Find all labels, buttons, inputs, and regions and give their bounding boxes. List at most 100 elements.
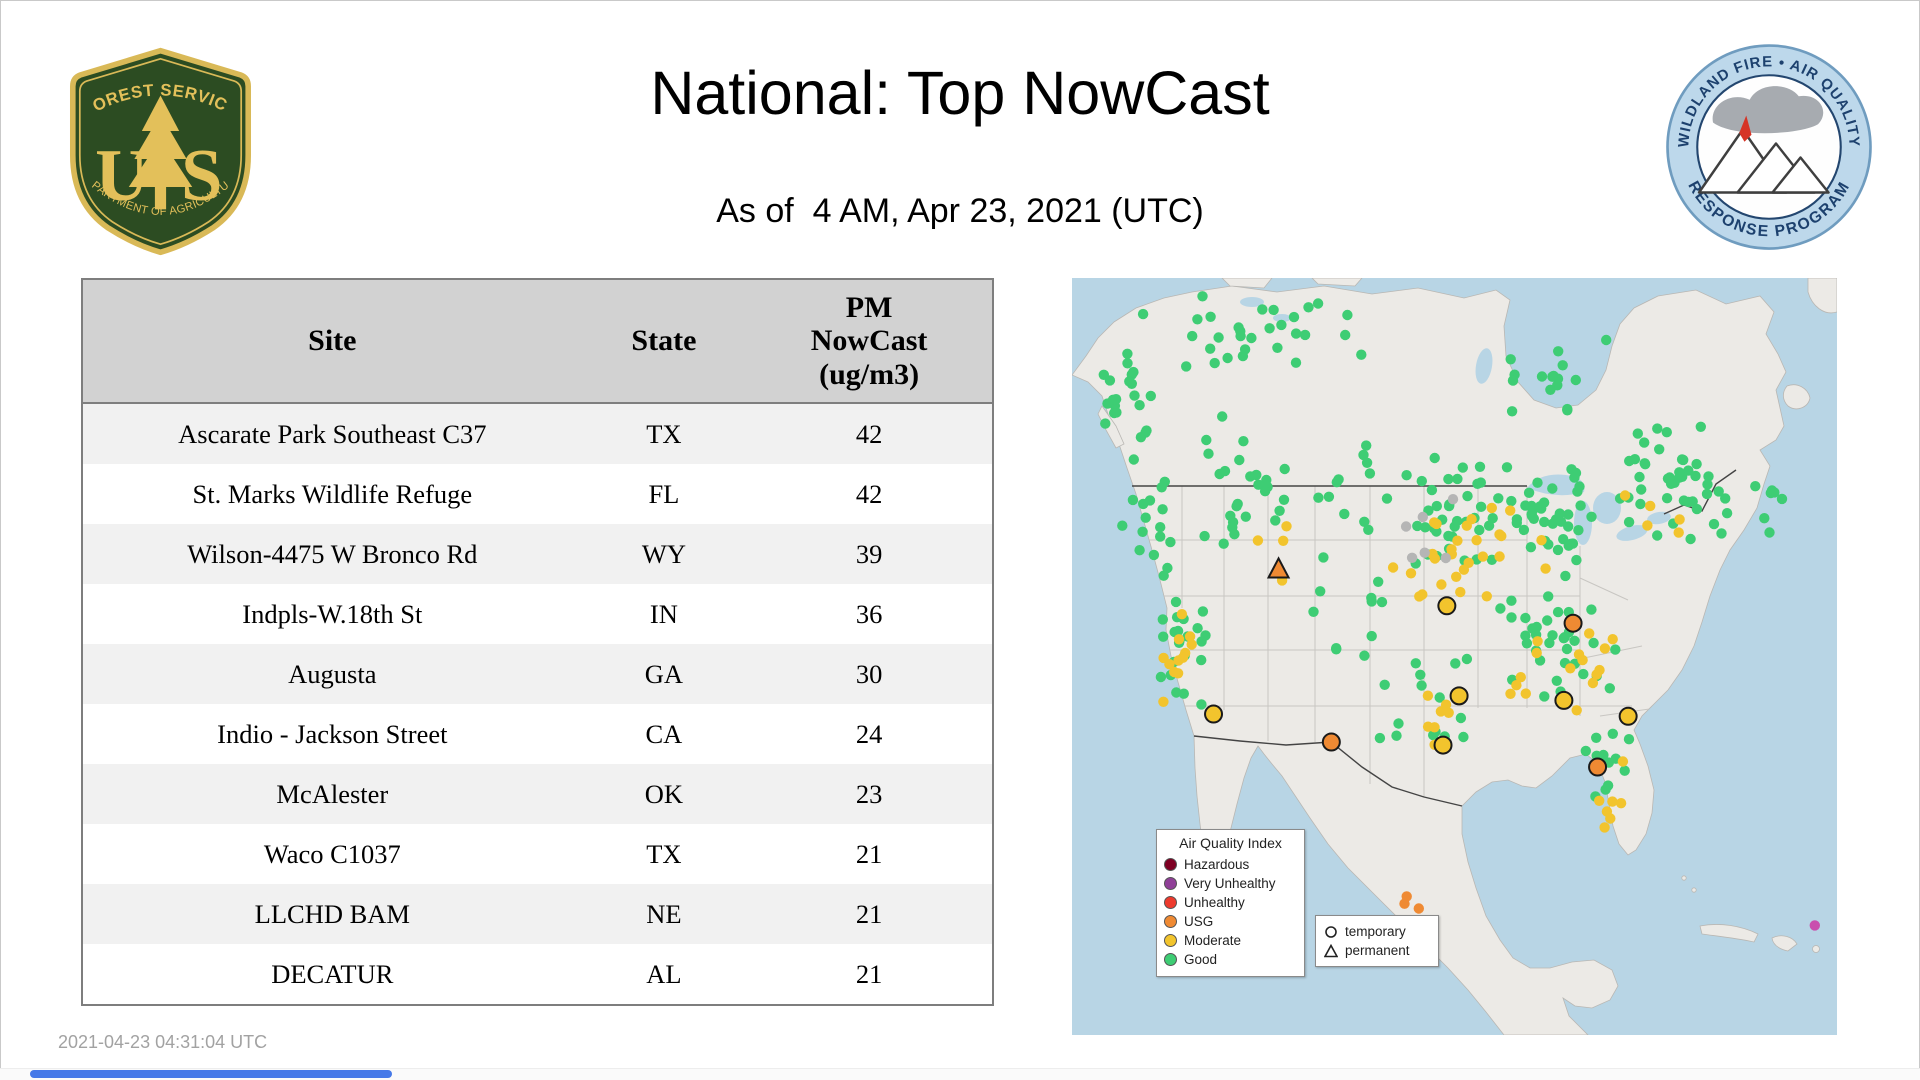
state-cell: IN xyxy=(649,598,678,629)
aqi-legend-title: Air Quality Index xyxy=(1179,835,1282,851)
monitor-dot xyxy=(1539,516,1550,528)
monitor-dot xyxy=(1523,487,1535,498)
site-marker xyxy=(1588,757,1608,777)
value-cell: 39 xyxy=(855,538,883,569)
monitor-dot xyxy=(1419,547,1430,558)
monitor-dot xyxy=(1565,663,1576,674)
monitor-dot xyxy=(1274,505,1285,516)
monitor-dot xyxy=(1303,302,1314,313)
monitor-dot xyxy=(1493,493,1504,504)
monitor-dot xyxy=(1462,490,1473,502)
monitor-dot xyxy=(1475,501,1487,512)
monitor-dot xyxy=(1458,731,1469,743)
monitor-dot xyxy=(1164,659,1175,670)
monitor-dot xyxy=(1261,474,1272,486)
monitor-dot xyxy=(1562,405,1573,416)
monitor-dot xyxy=(1361,457,1373,468)
scrollbar-thumb[interactable] xyxy=(30,1070,392,1078)
monitor-dot xyxy=(1538,497,1550,508)
state-cell: WY xyxy=(641,538,686,569)
monitor-dot xyxy=(1196,699,1207,710)
aqi-dots-layer xyxy=(1098,291,1820,933)
temporary-circle-icon xyxy=(1325,925,1337,938)
monitor-dot xyxy=(1137,308,1149,320)
monitor-dot xyxy=(1259,486,1271,497)
monitor-dot xyxy=(1200,630,1211,641)
monitor-dot xyxy=(1506,595,1517,606)
monitor-dot xyxy=(1561,643,1573,655)
monitor-dot xyxy=(1225,510,1236,521)
site-marker xyxy=(1554,690,1574,710)
monitor-dot xyxy=(1525,542,1537,553)
monitor-dot xyxy=(1323,491,1335,502)
monitor-dot xyxy=(1313,492,1324,503)
monitor-dot xyxy=(1197,291,1208,302)
horizontal-scrollbar[interactable] xyxy=(0,1068,1920,1080)
legend-label: Good xyxy=(1184,952,1218,967)
state-cell: FL xyxy=(648,478,680,509)
table-row: DECATUR AL 21 xyxy=(82,944,993,1005)
monitor-dot xyxy=(1270,515,1281,526)
us-map xyxy=(1072,278,1837,1035)
legend-item-usg: USG xyxy=(1164,912,1297,931)
monitor-dot xyxy=(1170,596,1182,608)
monitor-dot xyxy=(1238,436,1249,447)
monitor-dot xyxy=(1520,612,1531,624)
monitor-dot xyxy=(1547,518,1558,529)
monitor-dot xyxy=(1600,784,1611,795)
marker-type-legend: temporary permanent xyxy=(1315,915,1439,967)
monitor-dot xyxy=(1475,477,1486,488)
monitor-dot xyxy=(1222,352,1233,364)
monitor-dot xyxy=(1376,596,1388,608)
monitor-dot xyxy=(1203,448,1214,459)
monitor-dot xyxy=(1636,484,1647,495)
monitor-dot xyxy=(1506,612,1517,623)
legend-item-unhealthy: Unhealthy xyxy=(1164,893,1297,912)
monitor-dot xyxy=(1703,471,1714,482)
monitor-dot xyxy=(1457,462,1468,473)
monitor-dot xyxy=(1505,505,1516,516)
monitor-dot xyxy=(1426,484,1438,496)
monitor-dot xyxy=(1695,421,1706,432)
table-row: Waco C1037 TX 21 xyxy=(82,824,993,884)
monitor-dot xyxy=(1192,623,1203,634)
monitor-dot xyxy=(1129,390,1140,401)
monitor-dot xyxy=(1458,564,1470,575)
monitor-dot xyxy=(1410,658,1421,669)
usfs-logo: FOREST SERVICE U S DEPARTMENT OF AGRICUL… xyxy=(61,32,254,256)
monitor-dot xyxy=(1496,530,1507,542)
monitor-dot xyxy=(1623,516,1635,528)
monitor-dot xyxy=(1252,535,1264,546)
monitor-dot xyxy=(1155,531,1166,542)
monitor-dot xyxy=(1364,468,1376,479)
monitor-dot xyxy=(1527,505,1538,516)
monitor-dot xyxy=(1253,479,1264,490)
monitor-dot xyxy=(1673,527,1684,538)
monitor-dot xyxy=(1199,530,1210,542)
monitor-dot xyxy=(1599,822,1610,833)
monitor-dot xyxy=(1713,486,1724,497)
monitor-dot xyxy=(1391,730,1402,741)
monitor-dot xyxy=(1381,493,1393,504)
monitor-dot xyxy=(1477,551,1489,562)
site-cell: Ascarate Park Southeast C37 xyxy=(178,418,487,449)
monitor-dot xyxy=(1232,498,1243,510)
monitor-dot xyxy=(1506,406,1518,417)
monitor-dot xyxy=(1145,390,1156,402)
monitor-dot xyxy=(1272,342,1283,353)
monitor-dot xyxy=(1387,562,1399,573)
value-cell: 42 xyxy=(855,418,883,449)
monitor-dot xyxy=(1607,796,1618,807)
page-title: National: Top NowCast xyxy=(650,59,1270,127)
monitor-dot xyxy=(1157,614,1168,625)
monitor-dot xyxy=(1412,520,1423,532)
monitor-dot xyxy=(1137,526,1148,537)
monitor-dot xyxy=(1586,511,1597,522)
monitor-dot xyxy=(1588,637,1599,649)
monitor-dot xyxy=(1213,332,1224,343)
monitor-dot xyxy=(1809,920,1820,931)
monitor-dot xyxy=(1406,552,1418,563)
monitor-dot xyxy=(1299,329,1311,341)
monitor-dot xyxy=(1601,806,1613,817)
monitor-dot xyxy=(1246,332,1257,344)
